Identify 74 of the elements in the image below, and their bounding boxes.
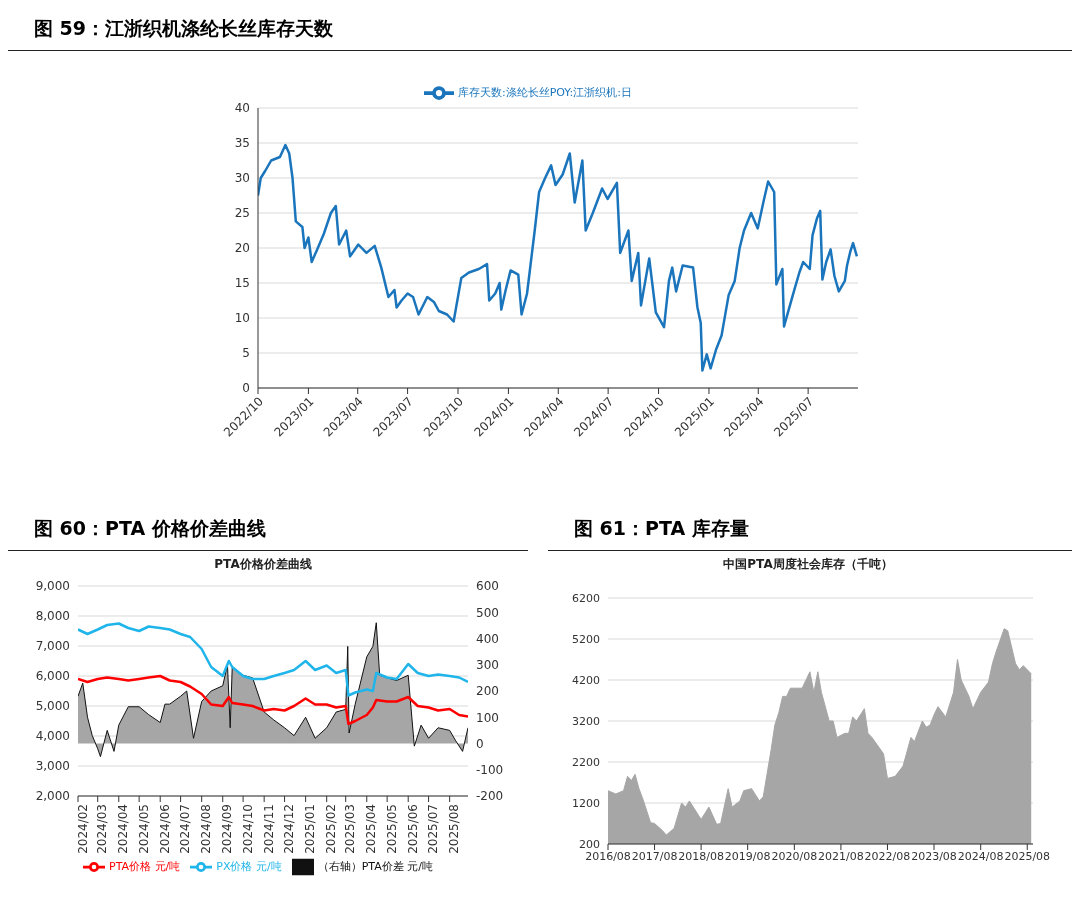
y2-tick-label: -100 xyxy=(476,763,504,778)
y-tick-label: 9,000 xyxy=(35,579,70,594)
y-tick-label: 1200 xyxy=(572,796,600,810)
y-tick-label: 35 xyxy=(234,136,250,151)
x-tick-label: 2017/08 xyxy=(631,849,678,863)
y-tick-label: 2,000 xyxy=(35,789,70,804)
y-tick-label: 3,000 xyxy=(35,759,70,774)
x-tick-label: 2025/01 xyxy=(303,804,318,854)
y-tick-label: 0 xyxy=(242,381,250,396)
x-tick-label: 2024/03 xyxy=(95,804,110,854)
y2-tick-label: 0 xyxy=(476,736,484,751)
y2-tick-label: 500 xyxy=(476,605,499,620)
x-tick-label: 2025/08 xyxy=(1004,849,1051,863)
y-tick-label: 40 xyxy=(234,101,250,116)
x-tick-label: 2025/07 xyxy=(426,804,441,854)
y2-tick-label: 300 xyxy=(476,658,499,673)
y-tick-label: 4200 xyxy=(572,673,600,687)
x-tick-label: 2025/04 xyxy=(364,804,379,854)
x-tick-label: 2024/10 xyxy=(240,804,255,854)
legend-label: PTA价格 元/吨 xyxy=(109,860,181,873)
chart-title: 图 60：PTA 价格价差曲线 xyxy=(8,508,528,551)
x-tick-label: 2020/08 xyxy=(771,849,818,863)
line-series xyxy=(78,622,468,697)
x-tick-label: 2024/02 xyxy=(75,804,90,854)
x-tick-label: 2018/08 xyxy=(678,849,724,863)
y-tick-label: 15 xyxy=(234,276,250,291)
chart-subtitle: PTA价格价差曲线 xyxy=(213,556,313,573)
legend-label: 库存天数:涤纶长丝POY:江浙织机:日 xyxy=(457,86,633,99)
chart-title: 图 61：PTA 库存量 xyxy=(548,508,1072,551)
chart-subtitle: 中国PTA周度社会库存（千吨） xyxy=(722,556,894,573)
y-tick-label: 25 xyxy=(234,206,250,221)
x-tick-label: 2024/08 xyxy=(199,804,214,854)
x-tick-label: 2016/08 xyxy=(585,849,631,863)
x-tick-label: 2025/02 xyxy=(324,804,339,854)
x-tick-label: 2025/06 xyxy=(405,804,420,854)
x-tick-label: 2024/11 xyxy=(261,804,276,854)
y-tick-label: 4,000 xyxy=(35,729,70,744)
x-tick-label: 2025/05 xyxy=(384,804,399,854)
y2-tick-label: 100 xyxy=(476,710,499,725)
y-tick-label: 5 xyxy=(242,346,250,361)
legend-label: PX价格 元/吨 xyxy=(216,860,282,873)
x-tick-label: 2024/05 xyxy=(136,804,151,854)
y-tick-label: 10 xyxy=(234,311,250,326)
y-tick-label: 3200 xyxy=(572,714,600,728)
x-tick-label: 2025/08 xyxy=(447,804,462,854)
line-series xyxy=(258,143,858,372)
y-tick-label: 200 xyxy=(579,837,600,851)
y-tick-label: 20 xyxy=(234,241,250,256)
y-tick-label: 30 xyxy=(234,171,250,186)
x-tick-label: 2024/04 xyxy=(116,804,131,854)
y-tick-label: 7,000 xyxy=(35,639,70,654)
y-tick-label: 8,000 xyxy=(35,609,70,624)
line-series xyxy=(78,674,468,726)
y2-tick-label: 600 xyxy=(476,579,499,594)
x-tick-label: 2023/08 xyxy=(911,849,957,863)
x-tick-label: 2019/08 xyxy=(724,849,771,863)
y-tick-label: 5,000 xyxy=(35,699,70,714)
y2-tick-label: 200 xyxy=(476,684,499,699)
y-tick-label: 2200 xyxy=(572,755,600,769)
chart-title: 图 59：江浙织机涤纶长丝库存天数 xyxy=(8,8,1072,51)
legend-label: （右轴）PTA价差 元/吨 xyxy=(317,860,433,873)
y2-tick-label: 400 xyxy=(476,631,499,646)
x-tick-label: 2025/03 xyxy=(343,804,358,854)
x-tick-label: 2024/07 xyxy=(178,804,193,854)
y-tick-label: 6200 xyxy=(572,591,600,605)
x-tick-label: 2022/08 xyxy=(864,849,911,863)
x-tick-label: 2024/12 xyxy=(282,804,297,854)
x-tick-label: 2024/06 xyxy=(157,804,172,854)
y-tick-label: 6,000 xyxy=(35,669,70,684)
x-tick-label: 2024/08 xyxy=(957,849,1004,863)
x-tick-label: 2021/08 xyxy=(818,849,864,863)
x-tick-label: 2024/09 xyxy=(220,804,235,854)
y-tick-label: 5200 xyxy=(572,632,600,646)
y2-tick-label: -200 xyxy=(476,789,504,804)
